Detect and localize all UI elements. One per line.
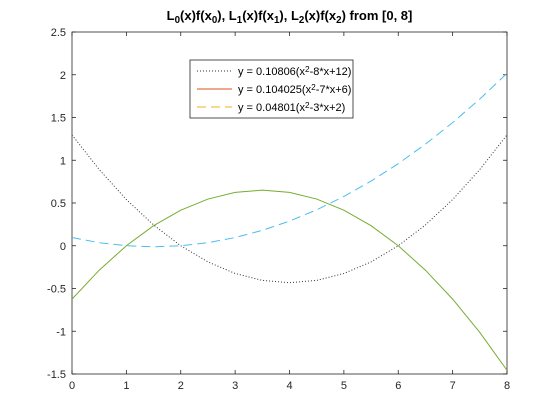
legend-label-1: y = 0.10806(x2-8*x+12) [238,65,351,78]
x-tick-label: 3 [232,380,238,392]
x-tick-label: 1 [123,380,129,392]
y-tick-label: 0.5 [51,198,66,210]
x-tick-label: 2 [178,380,184,392]
y-tick-label: -1.5 [47,369,66,381]
legend: y = 0.10806(x2-8*x+12) y = 0.104025(x2-7*… [189,59,354,119]
y-tick-label: 2.5 [51,27,66,39]
x-tick-label: 8 [504,380,510,392]
series-line-2 [71,189,508,371]
x-tick-label: 6 [395,380,401,392]
y-tick-label: -1 [56,326,66,338]
series-line-1 [71,134,508,284]
y-tick-label: -0.5 [47,284,66,296]
y-tick-label: 1.5 [51,113,66,125]
legend-label-2: y = 0.104025(x2-7*x+6) [238,83,351,96]
legend-label-3: y = 0.04801(x2-3*x+2) [238,101,345,114]
y-tick-label: 2 [60,70,66,82]
x-tick-label: 5 [341,380,347,392]
x-tick-label: 0 [69,380,75,392]
x-tick-label: 4 [286,380,292,392]
x-tick-label: 7 [450,380,456,392]
y-tick-label: 1 [60,155,66,167]
chart-title: L0(x)f(x0), L1(x)f(x1), L2(x)f(x2) from … [167,8,413,26]
series-line-3 [71,72,508,248]
y-tick-label: 0 [60,241,66,253]
